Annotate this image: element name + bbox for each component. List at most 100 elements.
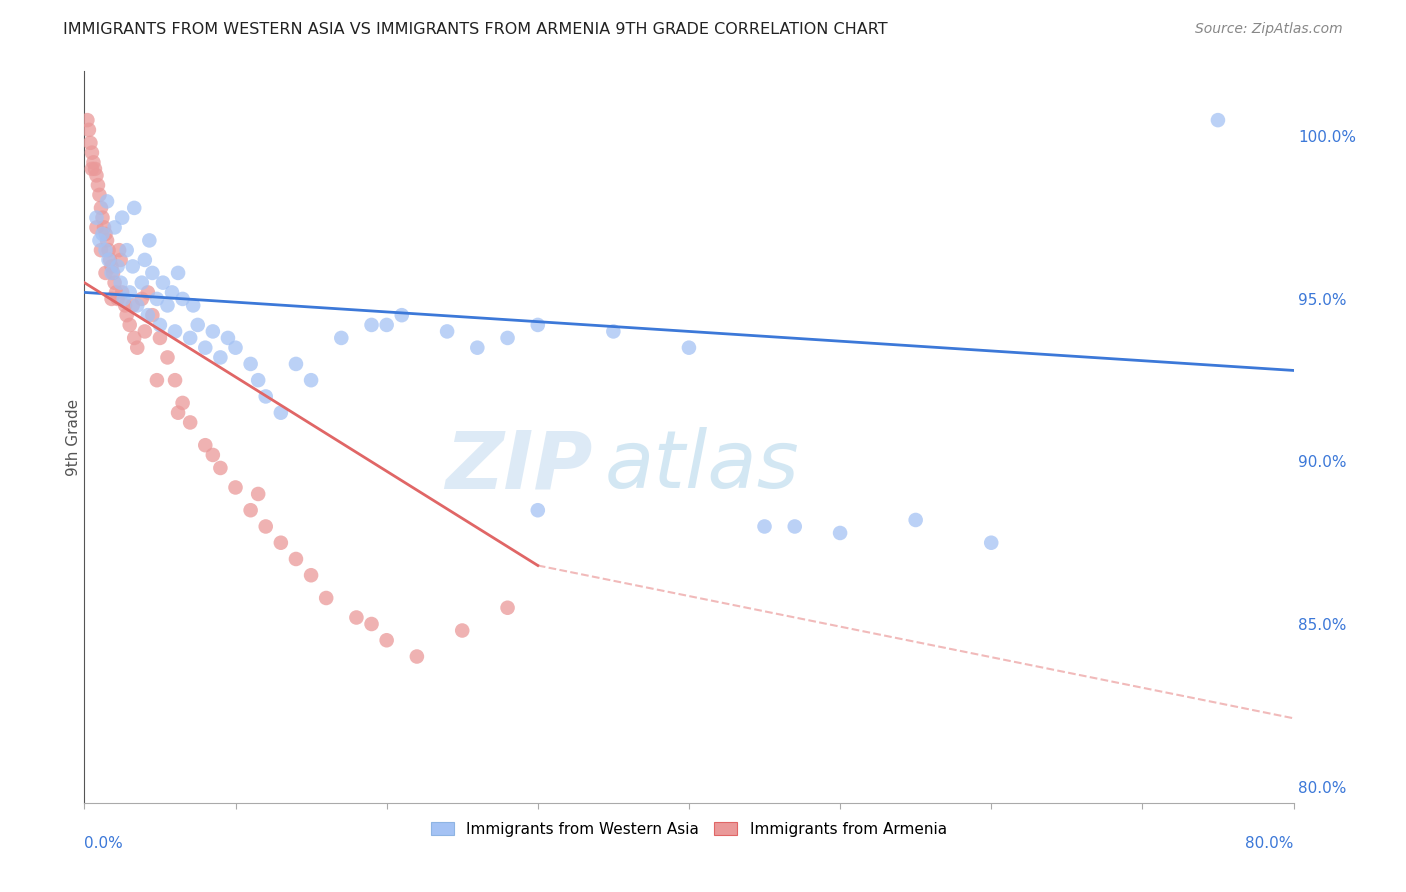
Point	[131, 292, 153, 306]
Point	[86, 211, 108, 225]
Point	[754, 519, 776, 533]
Point	[406, 649, 429, 664]
Point	[131, 276, 153, 290]
Point	[179, 416, 201, 430]
Point	[165, 325, 187, 339]
Point	[165, 373, 187, 387]
Point	[93, 220, 115, 235]
Point	[104, 276, 127, 290]
Point	[76, 113, 98, 128]
Point	[467, 341, 489, 355]
Point	[90, 201, 112, 215]
Point	[146, 292, 169, 306]
Text: 0.0%: 0.0%	[84, 836, 124, 851]
Point	[167, 266, 190, 280]
Point	[111, 285, 134, 300]
Point	[156, 298, 179, 312]
Point	[160, 285, 183, 300]
Point	[101, 266, 124, 280]
Point	[270, 535, 292, 549]
Point	[138, 234, 160, 248]
Point	[830, 526, 852, 541]
Point	[77, 123, 100, 137]
Point	[96, 194, 118, 209]
Point	[375, 318, 398, 332]
Point	[217, 331, 239, 345]
Point	[89, 234, 111, 248]
Point	[121, 298, 143, 312]
Point	[527, 503, 550, 517]
Point	[270, 406, 292, 420]
Point	[122, 201, 145, 215]
Text: ZIP: ZIP	[444, 427, 592, 506]
Text: IMMIGRANTS FROM WESTERN ASIA VS IMMIGRANTS FROM ARMENIA 9TH GRADE CORRELATION CH: IMMIGRANTS FROM WESTERN ASIA VS IMMIGRAN…	[63, 22, 889, 37]
Point	[108, 243, 131, 257]
Point	[225, 480, 247, 494]
Point	[115, 308, 138, 322]
Point	[141, 266, 163, 280]
Point	[87, 178, 110, 193]
Point	[136, 285, 159, 300]
Point	[360, 318, 382, 332]
Point	[96, 234, 118, 248]
Point	[149, 318, 172, 332]
Text: atlas: atlas	[605, 427, 799, 506]
Point	[118, 318, 141, 332]
Point	[97, 252, 120, 267]
Point	[254, 519, 277, 533]
Text: 80.0%: 80.0%	[1246, 836, 1294, 851]
Point	[225, 341, 247, 355]
Point	[105, 285, 128, 300]
Point	[602, 325, 624, 339]
Point	[247, 373, 270, 387]
Point	[346, 610, 368, 624]
Point	[91, 211, 114, 225]
Point	[98, 252, 121, 267]
Point	[141, 308, 163, 322]
Point	[136, 308, 159, 322]
Point	[134, 252, 156, 267]
Point	[89, 187, 111, 202]
Point	[181, 298, 204, 312]
Point	[391, 308, 413, 322]
Point	[167, 406, 190, 420]
Point	[111, 211, 134, 225]
Point	[146, 373, 169, 387]
Point	[86, 220, 108, 235]
Point	[152, 276, 174, 290]
Point	[110, 276, 132, 290]
Point	[172, 292, 194, 306]
Point	[375, 633, 398, 648]
Point	[84, 161, 107, 176]
Point	[97, 243, 120, 257]
Point	[100, 266, 122, 280]
Point	[107, 292, 129, 306]
Point	[194, 341, 217, 355]
Point	[678, 341, 700, 355]
Point	[451, 624, 474, 638]
Point	[330, 331, 353, 345]
Point	[360, 617, 382, 632]
Point	[315, 591, 337, 605]
Point	[496, 600, 519, 615]
Point	[156, 351, 179, 365]
Point	[247, 487, 270, 501]
Point	[783, 519, 806, 533]
Point	[112, 292, 135, 306]
Point	[80, 145, 103, 160]
Point	[100, 260, 122, 274]
Point	[91, 227, 114, 241]
Point	[299, 568, 322, 582]
Point	[94, 243, 117, 257]
Point	[172, 396, 194, 410]
Point	[209, 461, 232, 475]
Point	[100, 292, 122, 306]
Point	[194, 438, 217, 452]
Point	[254, 389, 277, 403]
Point	[114, 298, 136, 312]
Point	[527, 318, 550, 332]
Point	[90, 243, 112, 257]
Point	[436, 325, 458, 339]
Point	[110, 252, 132, 267]
Point	[179, 331, 201, 345]
